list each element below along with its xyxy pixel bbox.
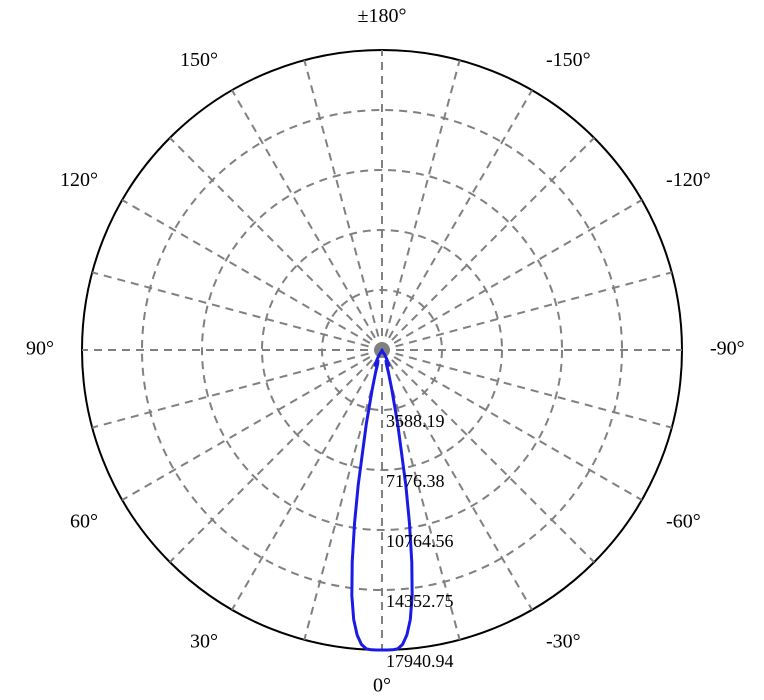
radial-tick-label: 14352.75 [386,591,454,611]
angular-tick-label: 120° [60,169,98,191]
angular-gridline [170,138,382,350]
angular-gridline [382,272,672,350]
angular-tick-label: -90° [710,338,745,360]
angular-gridline [304,60,382,350]
angular-gridline [382,90,532,350]
angular-gridline [170,350,382,562]
angular-gridline [382,200,642,350]
angular-tick-label: -120° [666,169,711,191]
angular-tick-label: 30° [190,631,218,653]
radial-tick-label: 3588.19 [386,411,445,431]
angular-gridline [232,90,382,350]
angular-tick-label: ±180° [358,5,407,27]
radial-tick-label: 7176.38 [386,471,445,491]
angular-gridline [122,200,382,350]
angular-tick-label: 90° [26,338,54,360]
angular-gridline [122,350,382,500]
angular-tick-label: 60° [70,511,98,533]
angular-tick-label: -60° [666,511,701,533]
angular-gridline [382,60,460,350]
angular-tick-label: -150° [546,49,591,71]
angular-gridline [92,350,382,428]
angular-gridline [92,272,382,350]
polar-chart: 3588.19 7176.38 10764.56 14352.75 17940.94 ±1… [0,0,764,700]
angular-gridline [382,138,594,350]
radial-tick-label: 10764.56 [386,531,454,551]
angular-tick-label: -30° [546,631,581,653]
radial-tick-label: 17940.94 [386,651,454,671]
angular-tick-label: 0° [373,675,391,697]
angular-tick-label: 150° [180,49,218,71]
